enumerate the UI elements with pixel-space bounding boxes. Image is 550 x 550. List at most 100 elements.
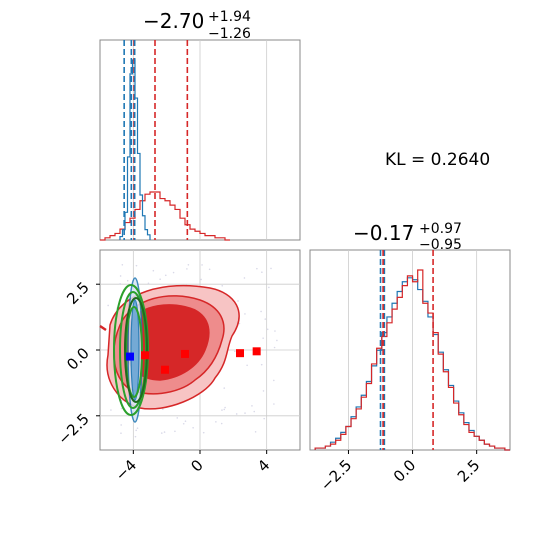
scatter-point xyxy=(264,318,267,320)
title-minus-top-left: −1.26 xyxy=(208,26,251,42)
scatter-point xyxy=(276,339,278,342)
scatter-point xyxy=(215,421,217,423)
quantile-lines-bottom-right xyxy=(379,250,434,450)
scatter-point xyxy=(174,430,176,433)
scatter-point xyxy=(201,264,203,266)
scatter-point xyxy=(270,267,272,270)
kl-annotation: KL = 0.2640 xyxy=(385,150,490,170)
scatter-point xyxy=(192,427,194,429)
scatter-point xyxy=(253,410,256,413)
scatter-point xyxy=(152,269,155,272)
scatter-point xyxy=(119,275,122,277)
scatter-point xyxy=(266,328,269,331)
scatter-point xyxy=(182,422,185,425)
scatter-point xyxy=(238,322,241,325)
title-median-top-left: −2.70 xyxy=(143,9,204,33)
scatter-point xyxy=(273,403,275,405)
contour-red-left-tick xyxy=(99,324,107,332)
scatter-point xyxy=(160,432,163,434)
x-tick-label-bottom-right: 0.0 xyxy=(390,456,420,486)
y-tick-label-bottom-left: 0.0 xyxy=(63,344,93,374)
title-bottom-right: −0.17 +0.97 −0.95 xyxy=(353,221,462,253)
panel-top-left: −2.70 +1.94 −1.26 xyxy=(99,9,301,241)
scatter-point xyxy=(110,409,112,411)
scatter-point xyxy=(246,364,248,367)
scatter-point xyxy=(187,264,190,266)
scatter-point xyxy=(262,337,264,339)
scatter-point xyxy=(220,422,223,425)
scatter-point xyxy=(136,427,139,429)
panel-frame-bottom-right xyxy=(309,249,511,451)
scatter-point xyxy=(223,387,226,389)
y-ticks-bottom-left: 2.5 0.0 −2.5 xyxy=(54,278,100,448)
scatter-point xyxy=(135,264,138,267)
scatter-point xyxy=(263,417,266,420)
scatter-point xyxy=(164,274,167,277)
scatter-point xyxy=(274,330,276,332)
title-median-bottom-right: −0.17 xyxy=(353,221,414,245)
panel-bottom-right: −2.5 0.0 2.5 −0.17 +0.97 −0.95 xyxy=(309,221,511,495)
x-tick-label-bottom-right: 2.5 xyxy=(454,456,484,486)
scatter-point xyxy=(159,278,161,280)
scatter-point xyxy=(202,431,205,434)
x-tick-label-bottom-left: 4 xyxy=(254,456,273,475)
title-plus-bottom-right: +0.97 xyxy=(419,221,462,237)
scatter-point xyxy=(184,420,187,422)
scatter-point xyxy=(107,304,109,307)
scatter-point xyxy=(120,424,122,426)
x-tick-label-bottom-right: −2.5 xyxy=(317,456,355,494)
red-marker xyxy=(252,347,261,356)
scatter-point xyxy=(244,313,246,315)
panel-bottom-left: −4 0 4 2.5 0.0 −2.5 xyxy=(54,249,301,484)
markers-bottom-left xyxy=(126,347,261,374)
scatter-point xyxy=(243,277,246,279)
scatter-point xyxy=(273,379,275,382)
scatter-point xyxy=(186,268,188,270)
x-ticks-bottom-left: −4 0 4 xyxy=(112,450,273,484)
scatter-point xyxy=(176,417,179,419)
scatter-point xyxy=(234,350,236,353)
scatter-point xyxy=(121,263,124,266)
scatter-point xyxy=(268,286,270,289)
grid-bottom-right xyxy=(348,250,478,450)
scatter-point xyxy=(256,267,258,270)
histogram-step-bottom-right-1 xyxy=(314,269,510,451)
scatter-point xyxy=(235,413,238,415)
scatter-point xyxy=(273,346,276,349)
scatter-point xyxy=(244,412,246,414)
scatter-point xyxy=(134,435,137,438)
scatter-point xyxy=(261,271,263,273)
scatter-point xyxy=(120,432,122,434)
scatter-point xyxy=(260,310,262,313)
y-tick-label-bottom-left: −2.5 xyxy=(54,410,92,448)
blue-marker xyxy=(126,352,134,361)
title-plus-top-left: +1.94 xyxy=(208,9,251,25)
scatter-point xyxy=(119,283,121,285)
contours-green xyxy=(113,284,149,416)
scatter-point xyxy=(147,282,150,285)
contour-blue-inner xyxy=(130,299,140,401)
red-marker xyxy=(141,351,149,360)
scatter-point xyxy=(163,431,166,433)
title-minus-bottom-right: −0.95 xyxy=(419,237,462,253)
x-ticks-bottom-right: −2.5 0.0 2.5 xyxy=(317,450,484,495)
scatter-point xyxy=(260,363,263,366)
scatter-point xyxy=(221,285,224,287)
scatter-point xyxy=(172,271,175,274)
scatter-point xyxy=(208,268,211,271)
scatter-point xyxy=(135,429,137,432)
scatter-point xyxy=(262,390,265,392)
x-tick-label-bottom-left: −4 xyxy=(112,456,140,484)
scatter-point xyxy=(200,278,202,281)
title-top-left: −2.70 +1.94 −1.26 xyxy=(143,9,251,42)
scatter-point xyxy=(120,407,123,410)
scatter-point xyxy=(224,406,226,409)
scatter-point xyxy=(237,300,239,302)
x-tick-label-bottom-left: 0 xyxy=(187,456,206,475)
scatter-point xyxy=(254,431,257,433)
y-tick-label-bottom-left: 2.5 xyxy=(63,278,93,308)
scatter-point xyxy=(221,409,223,411)
histograms-bottom-right xyxy=(314,269,510,451)
red-marker xyxy=(181,349,189,358)
